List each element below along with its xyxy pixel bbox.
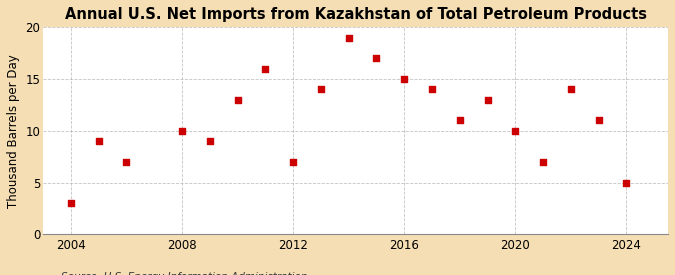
Title: Annual U.S. Net Imports from Kazakhstan of Total Petroleum Products: Annual U.S. Net Imports from Kazakhstan … [65,7,647,22]
Point [121,160,132,164]
Point [427,87,437,92]
Point [510,129,520,133]
Point [315,87,326,92]
Point [232,98,243,102]
Point [93,139,104,143]
Point [260,67,271,71]
Point [399,77,410,81]
Point [288,160,298,164]
Point [621,180,632,185]
Point [205,139,215,143]
Point [177,129,188,133]
Point [454,118,465,123]
Point [482,98,493,102]
Point [538,160,549,164]
Point [65,201,76,205]
Text: Source: U.S. Energy Information Administration: Source: U.S. Energy Information Administ… [61,273,307,275]
Point [593,118,604,123]
Point [344,35,354,40]
Point [371,56,382,60]
Y-axis label: Thousand Barrels per Day: Thousand Barrels per Day [7,54,20,208]
Point [566,87,576,92]
